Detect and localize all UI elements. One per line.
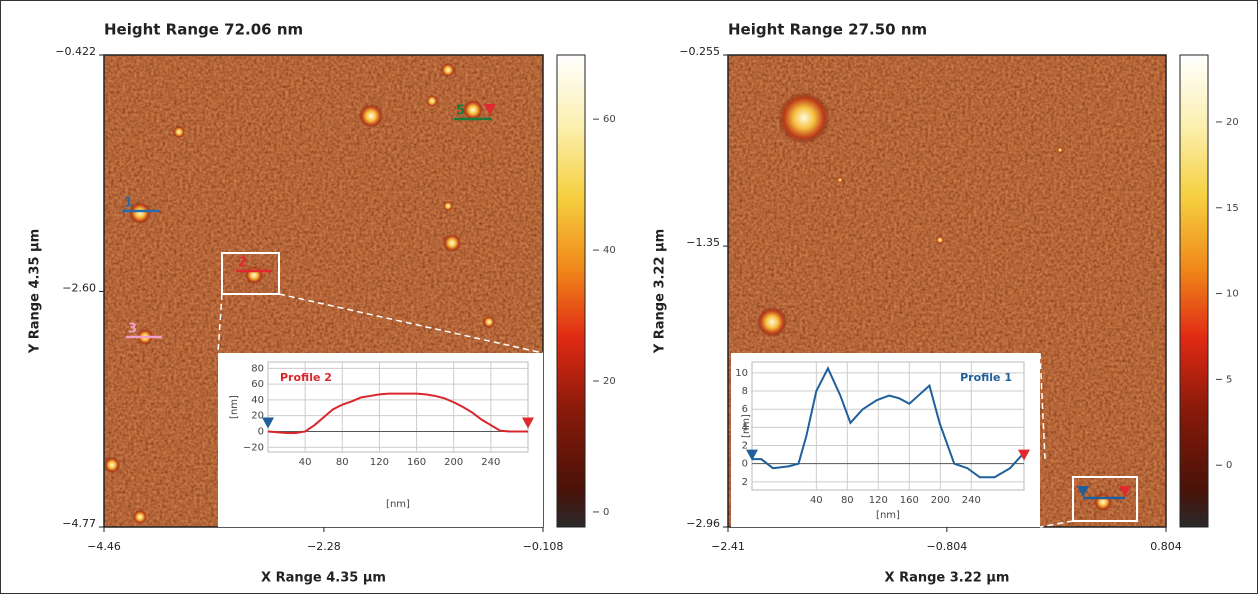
inset-x-label: [nm]	[876, 510, 900, 521]
colorbar	[1179, 54, 1209, 528]
x-tick-label: 40	[299, 457, 312, 468]
panel-title: Height Range 72.06 nm	[104, 21, 303, 39]
y-tick-label: −4.77	[62, 517, 96, 530]
y-tick-label: 6	[742, 404, 748, 415]
zoom-box	[221, 252, 280, 295]
colorbar-tick-label: 0	[603, 507, 609, 518]
zoom-connector	[1039, 520, 1074, 528]
profile-marker-label: 3	[128, 322, 137, 337]
profile-marker-label: 2	[238, 256, 247, 271]
y-axis-label: Y Range 3.22 µm	[653, 229, 668, 354]
colorbar-tick-label: 0	[1226, 460, 1232, 471]
particle	[483, 316, 495, 328]
inset-x-label: [nm]	[386, 499, 410, 510]
y-tick-label: −2.60	[62, 281, 96, 294]
x-tick-label: 80	[336, 457, 349, 468]
plot-area	[267, 361, 529, 453]
x-tick-label: 0.804	[1150, 540, 1182, 553]
y-tick-label: 40	[251, 395, 264, 406]
particle	[426, 95, 438, 107]
y-tick-label: −1.35	[686, 236, 720, 249]
profile-line	[752, 366, 1025, 479]
colorbar-tick-label: 5	[1226, 374, 1232, 385]
y-tick-label: 60	[251, 379, 264, 390]
inset-title: Profile 1	[960, 371, 1012, 384]
particle	[133, 510, 147, 524]
start-marker	[746, 449, 758, 461]
colorbar	[556, 54, 586, 528]
inset-y-label: [nm]	[229, 395, 240, 419]
particle	[441, 63, 455, 77]
y-tick-label: −0.255	[679, 45, 720, 58]
end-marker	[1018, 449, 1030, 461]
y-tick-label: 80	[251, 363, 264, 374]
start-marker	[1077, 486, 1089, 497]
particle	[104, 457, 120, 473]
start-marker	[262, 417, 274, 429]
end-marker	[522, 417, 534, 429]
particle	[359, 104, 383, 128]
x-tick-label: −4.46	[87, 540, 121, 553]
y-tick-label: 2	[742, 477, 748, 488]
particle	[778, 92, 830, 144]
end-marker	[484, 104, 496, 115]
zoom-connector	[1039, 352, 1046, 460]
y-tick-label: −0.422	[55, 45, 96, 58]
particle	[245, 266, 263, 284]
y-tick-label: 8	[742, 386, 748, 397]
x-tick-label: 120	[869, 495, 888, 506]
x-tick-label: 160	[407, 457, 426, 468]
particle	[443, 234, 461, 252]
zoom-box	[1072, 476, 1138, 522]
panel-title: Height Range 27.50 nm	[728, 21, 927, 39]
x-tick-label: 200	[444, 457, 463, 468]
particle	[443, 201, 453, 211]
inset-y-label: [nm]	[741, 414, 752, 438]
x-tick-label: 240	[962, 495, 981, 506]
x-tick-label: −0.804	[927, 540, 968, 553]
particle	[173, 126, 185, 138]
x-tick-label: 120	[370, 457, 389, 468]
end-marker	[1119, 486, 1131, 497]
y-tick-label: −20	[243, 442, 264, 453]
y-tick-label: 20	[251, 411, 264, 422]
plot-area	[751, 361, 1025, 491]
x-tick-label: 200	[931, 495, 950, 506]
y-tick-label: 0	[258, 426, 264, 437]
particle	[463, 100, 483, 120]
profile-marker-label: 1	[124, 196, 133, 211]
x-tick-label: 80	[841, 495, 854, 506]
profile-line	[267, 392, 528, 435]
y-axis-label: Y Range 4.35 µm	[28, 229, 43, 354]
y-tick-label: 10	[735, 368, 748, 379]
x-tick-label: 240	[481, 457, 500, 468]
x-tick-label: −2.41	[711, 540, 745, 553]
y-tick-label: 2	[742, 441, 748, 452]
particle	[757, 307, 787, 337]
x-tick-label: 160	[900, 495, 919, 506]
colorbar-tick-label: 15	[1226, 203, 1239, 214]
inset-title: Profile 2	[280, 371, 332, 384]
profile-marker-label: 5	[456, 104, 465, 119]
x-axis-label: X Range 4.35 µm	[261, 571, 386, 586]
particle	[936, 236, 944, 244]
colorbar-tick-label: 20	[603, 376, 616, 387]
x-tick-label: −0.108	[523, 540, 564, 553]
y-tick-label: −2.96	[686, 517, 720, 530]
zoom-connector	[278, 293, 544, 354]
colorbar-tick-label: 10	[1226, 289, 1239, 300]
particle	[1094, 493, 1112, 511]
particle	[1057, 147, 1063, 153]
particle	[837, 177, 843, 183]
particle	[129, 202, 151, 224]
colorbar-tick-label: 40	[603, 245, 616, 256]
colorbar-tick-label: 60	[603, 114, 616, 125]
colorbar-tick-label: 20	[1226, 117, 1239, 128]
y-tick-label: 4	[742, 422, 748, 433]
x-tick-label: 40	[810, 495, 823, 506]
y-tick-label: 0	[742, 459, 748, 470]
x-tick-label: −2.28	[307, 540, 341, 553]
x-axis-label: X Range 3.22 µm	[885, 571, 1010, 586]
